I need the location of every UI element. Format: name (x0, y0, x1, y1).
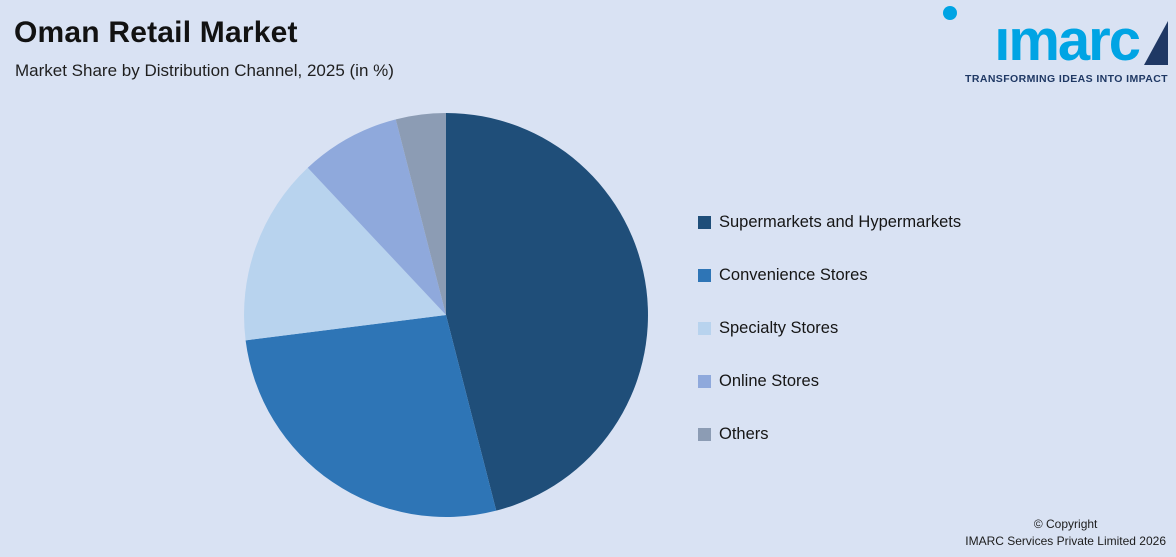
page-subtitle: Market Share by Distribution Channel, 20… (15, 61, 394, 80)
legend-swatch (698, 427, 711, 441)
pie-slice-2 (244, 167, 446, 341)
legend-label: Online Stores (719, 371, 819, 390)
legend-label: Others (719, 424, 769, 443)
copyright-line2: IMARC Services Private Limited 2026 (965, 534, 1166, 548)
logo-wordmark: ımarc (994, 8, 1141, 73)
legend: Supermarkets and Hypermarkets Convenienc… (698, 212, 961, 477)
logo-wordmark-row: ımarc (936, 6, 1168, 70)
pie-slice-1 (245, 315, 497, 517)
pie-slice-3 (307, 119, 446, 315)
pie-slice-0 (446, 113, 648, 511)
legend-label: Convenience Stores (719, 265, 868, 284)
legend-swatch (698, 321, 711, 335)
legend-item-others: Others (698, 424, 961, 444)
page-title: Oman Retail Market (14, 16, 298, 49)
legend-item-specialty: Specialty Stores (698, 318, 961, 338)
imarc-logo: ımarc TRANSFORMING IDEAS INTO IMPACT (936, 6, 1168, 85)
copyright-notice: © Copyright IMARC Services Private Limit… (965, 516, 1166, 550)
copyright-line1: © Copyright (1033, 517, 1098, 531)
legend-label: Specialty Stores (719, 318, 839, 337)
logo-tagline: TRANSFORMING IDEAS INTO IMPACT (965, 73, 1168, 85)
legend-item-online: Online Stores (698, 371, 961, 391)
pie-chart-area (243, 112, 649, 518)
logo-sail-icon (1144, 21, 1168, 65)
pie-chart (244, 113, 648, 517)
legend-swatch (698, 268, 711, 282)
logo-i-dot-icon (943, 6, 957, 20)
legend-label: Supermarkets and Hypermarkets (719, 212, 962, 231)
legend-swatch (698, 374, 711, 388)
pie-slice-4 (395, 113, 446, 315)
legend-swatch (698, 215, 711, 229)
legend-item-convenience: Convenience Stores (698, 265, 961, 285)
legend-item-supermarkets: Supermarkets and Hypermarkets (698, 212, 961, 232)
